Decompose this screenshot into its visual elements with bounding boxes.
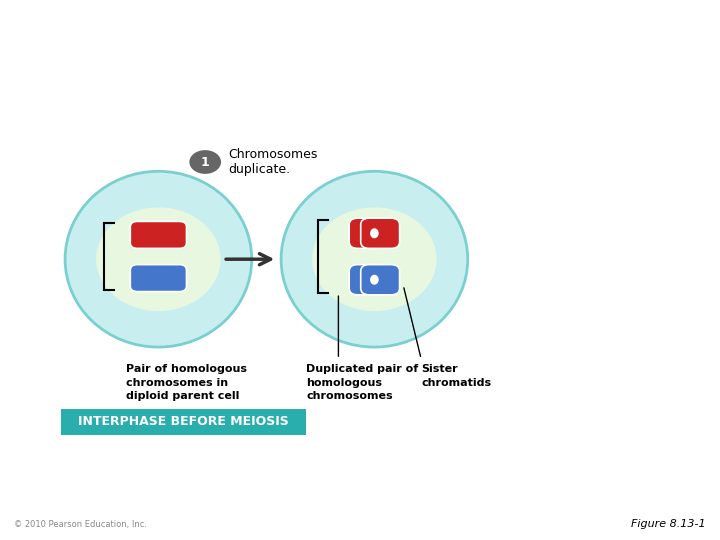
FancyBboxPatch shape <box>361 218 400 248</box>
Circle shape <box>189 150 221 174</box>
Text: Sister
chromatids: Sister chromatids <box>421 364 491 388</box>
Ellipse shape <box>312 207 436 311</box>
FancyBboxPatch shape <box>61 409 306 435</box>
Text: INTERPHASE BEFORE MEIOSIS: INTERPHASE BEFORE MEIOSIS <box>78 415 289 428</box>
Text: © 2010 Pearson Education, Inc.: © 2010 Pearson Education, Inc. <box>14 520 148 529</box>
FancyBboxPatch shape <box>349 265 388 295</box>
FancyBboxPatch shape <box>61 406 306 409</box>
Ellipse shape <box>371 229 378 238</box>
Ellipse shape <box>96 207 220 311</box>
FancyBboxPatch shape <box>130 265 186 292</box>
Text: Chromosomes
duplicate.: Chromosomes duplicate. <box>228 147 318 177</box>
FancyBboxPatch shape <box>361 265 400 295</box>
Ellipse shape <box>65 171 252 347</box>
Text: Pair of homologous
chromosomes in
diploid parent cell: Pair of homologous chromosomes in diploi… <box>126 364 247 401</box>
Text: 1: 1 <box>201 156 210 168</box>
Ellipse shape <box>371 275 378 284</box>
FancyBboxPatch shape <box>349 218 388 248</box>
Text: Figure 8.13-1: Figure 8.13-1 <box>631 519 706 529</box>
FancyBboxPatch shape <box>130 221 186 248</box>
Text: Duplicated pair of
homologous
chromosomes: Duplicated pair of homologous chromosome… <box>306 364 418 401</box>
Ellipse shape <box>281 171 468 347</box>
